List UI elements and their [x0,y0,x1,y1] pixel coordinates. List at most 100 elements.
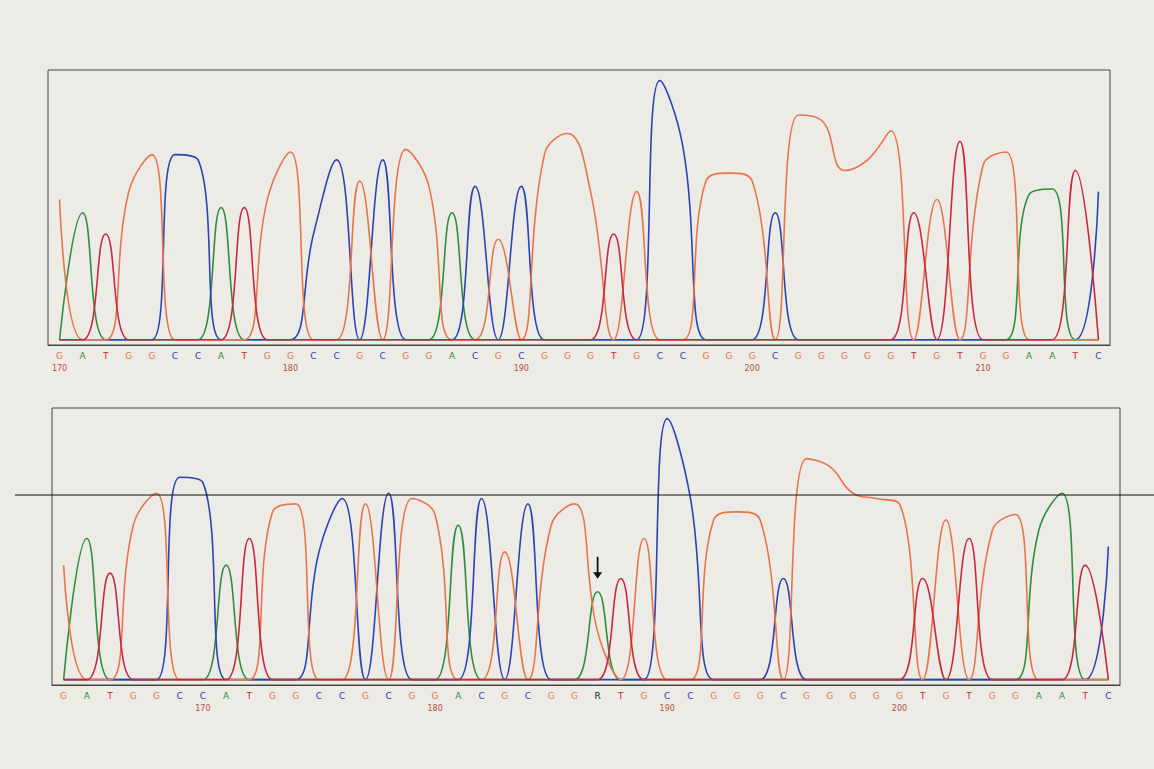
svg-text:G: G [408,691,415,701]
svg-text:180: 180 [283,364,298,373]
svg-text:190: 190 [514,364,529,373]
svg-text:G: G [702,351,709,361]
svg-text:T: T [919,691,926,701]
svg-text:C: C [664,691,670,701]
svg-text:G: G [641,691,648,701]
svg-text:C: C [780,691,786,701]
svg-text:A: A [223,691,230,701]
svg-text:T: T [1072,351,1079,361]
svg-text:G: G [818,351,825,361]
svg-text:170: 170 [52,364,67,373]
svg-text:T: T [965,691,972,701]
svg-text:T: T [617,691,624,701]
svg-text:G: G [633,351,640,361]
svg-text:G: G [356,351,363,361]
svg-text:210: 210 [975,364,990,373]
svg-text:G: G [864,351,871,361]
svg-text:200: 200 [745,364,760,373]
svg-text:T: T [102,351,109,361]
svg-text:G: G [1012,691,1019,701]
svg-text:G: G [292,691,299,701]
svg-text:G: G [362,691,369,701]
svg-text:A: A [218,351,225,361]
svg-text:C: C [687,691,693,701]
svg-text:G: G [269,691,276,701]
svg-text:T: T [246,691,253,701]
svg-text:G: G [733,691,740,701]
svg-text:G: G [125,351,132,361]
svg-text:G: G [850,691,857,701]
svg-text:G: G [989,691,996,701]
svg-text:C: C [380,351,386,361]
svg-text:G: G [749,351,756,361]
svg-text:C: C [333,351,339,361]
svg-text:G: G [826,691,833,701]
svg-text:G: G [1003,351,1010,361]
svg-text:A: A [1036,691,1043,701]
svg-text:180: 180 [427,704,442,713]
svg-text:A: A [80,351,87,361]
svg-text:C: C [177,691,183,701]
svg-text:G: G [402,351,409,361]
svg-text:T: T [1081,691,1088,701]
svg-text:C: C [1095,351,1101,361]
svg-text:G: G [803,691,810,701]
svg-text:C: C [386,691,392,701]
svg-text:G: G [501,691,508,701]
svg-text:A: A [1049,351,1056,361]
svg-text:G: G [425,351,432,361]
svg-text:G: G [56,351,63,361]
svg-text:T: T [610,351,617,361]
svg-text:A: A [84,691,91,701]
svg-text:A: A [1059,691,1066,701]
svg-text:R: R [594,691,600,701]
svg-text:G: G [153,691,160,701]
svg-text:C: C [200,691,206,701]
svg-text:G: G [564,351,571,361]
svg-text:T: T [240,351,247,361]
svg-text:C: C [478,691,484,701]
svg-text:G: G [757,691,764,701]
svg-text:C: C [472,351,478,361]
svg-text:G: G [795,351,802,361]
svg-text:G: G [495,351,502,361]
svg-text:T: T [956,351,963,361]
svg-text:190: 190 [660,704,675,713]
svg-text:G: G [887,351,894,361]
svg-text:G: G [548,691,555,701]
svg-text:A: A [455,691,462,701]
svg-text:C: C [680,351,686,361]
svg-text:G: G [571,691,578,701]
svg-text:G: G [587,351,594,361]
svg-text:G: G [896,691,903,701]
svg-text:T: T [910,351,917,361]
svg-text:G: G [148,351,155,361]
svg-text:C: C [172,351,178,361]
svg-text:G: G [60,691,67,701]
svg-text:G: G [942,691,949,701]
svg-text:A: A [1026,351,1033,361]
svg-text:C: C [195,351,201,361]
svg-text:G: G [980,351,987,361]
svg-text:C: C [316,691,322,701]
svg-text:C: C [525,691,531,701]
svg-text:C: C [772,351,778,361]
svg-text:G: G [264,351,271,361]
svg-text:C: C [339,691,345,701]
svg-text:C: C [310,351,316,361]
svg-text:G: G [130,691,137,701]
svg-text:G: G [873,691,880,701]
svg-text:170: 170 [195,704,210,713]
svg-text:G: G [710,691,717,701]
svg-text:G: G [432,691,439,701]
svg-text:G: G [726,351,733,361]
svg-text:G: G [541,351,548,361]
svg-text:T: T [106,691,113,701]
svg-text:G: G [933,351,940,361]
svg-text:G: G [287,351,294,361]
svg-text:A: A [449,351,456,361]
svg-text:C: C [1105,691,1111,701]
svg-text:C: C [518,351,524,361]
svg-text:G: G [841,351,848,361]
svg-text:200: 200 [892,704,907,713]
